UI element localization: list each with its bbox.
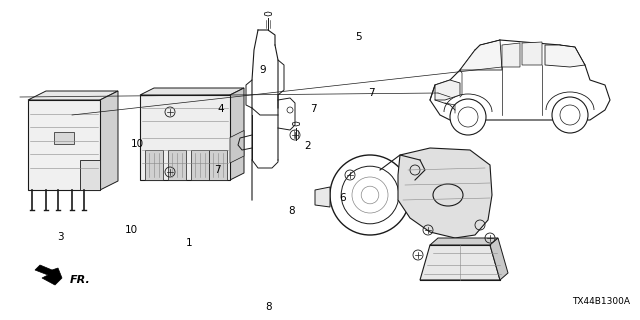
Polygon shape [145,150,163,180]
Polygon shape [460,40,502,70]
Polygon shape [209,150,227,180]
Circle shape [450,99,486,135]
Polygon shape [315,187,330,207]
Polygon shape [398,148,492,238]
Polygon shape [430,238,498,245]
Polygon shape [54,132,74,143]
Polygon shape [264,12,271,16]
Polygon shape [35,265,62,285]
Polygon shape [522,42,542,65]
Polygon shape [435,80,460,100]
Text: 3: 3 [58,232,64,242]
Polygon shape [230,88,244,180]
Text: FR.: FR. [70,275,91,285]
Text: 9: 9 [259,65,266,76]
Polygon shape [80,160,100,190]
Polygon shape [430,40,610,120]
Text: 1: 1 [186,238,192,248]
Text: 10: 10 [131,139,144,149]
Text: 10: 10 [125,225,138,236]
Text: 6: 6 [339,193,346,204]
Text: TX44B1300A: TX44B1300A [572,297,630,306]
Polygon shape [490,238,508,280]
Polygon shape [420,245,500,280]
Polygon shape [292,122,300,126]
Polygon shape [230,131,244,163]
Text: 2: 2 [304,140,310,151]
Polygon shape [28,100,100,190]
Text: 4: 4 [218,104,224,114]
Polygon shape [191,150,209,180]
Text: 7: 7 [214,164,221,175]
Polygon shape [545,45,585,67]
Polygon shape [28,91,118,100]
Circle shape [552,97,588,133]
Polygon shape [168,150,186,180]
Text: 7: 7 [368,88,374,98]
Polygon shape [140,95,230,180]
Polygon shape [100,91,118,190]
Polygon shape [502,43,520,67]
Text: 8: 8 [288,206,294,216]
Text: 8: 8 [266,302,272,312]
Text: 5: 5 [355,32,362,42]
Polygon shape [140,88,244,95]
Text: 7: 7 [310,104,317,114]
